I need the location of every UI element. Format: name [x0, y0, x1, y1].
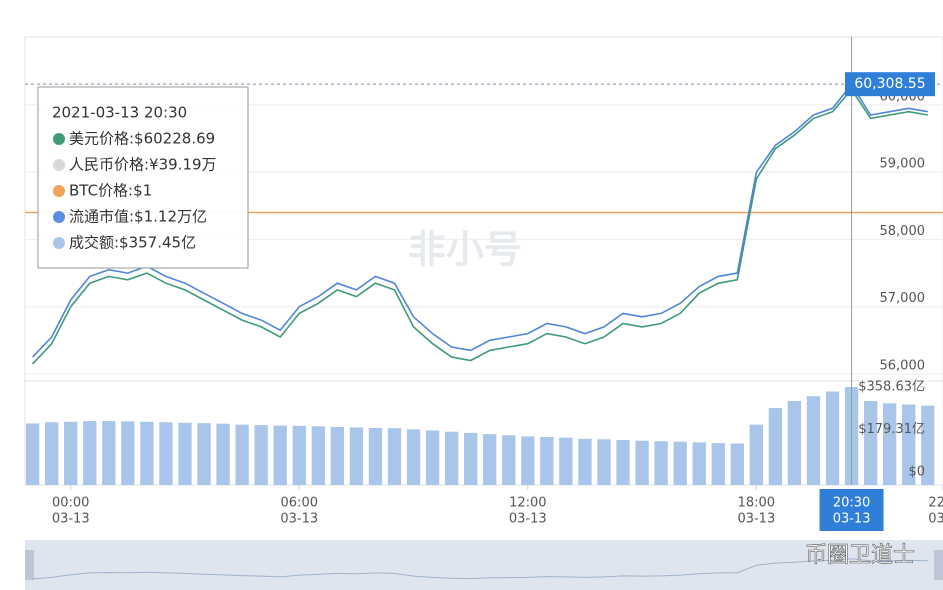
tooltip-item: 流通市值:$1.12万亿 — [69, 208, 207, 226]
watermark: 非小号 — [408, 228, 522, 272]
volume-bar — [806, 396, 821, 485]
volume-bar — [921, 405, 935, 485]
crosshair-label: 20:30 — [833, 496, 870, 511]
volume-bar — [64, 421, 78, 485]
tooltip-box — [37, 86, 249, 269]
volume-bar — [349, 427, 364, 485]
volume-bar — [425, 430, 440, 485]
volume-bar — [25, 423, 40, 485]
volume-bar — [825, 391, 840, 485]
watermark: 币圈卫道士 — [805, 543, 915, 568]
volume-bar — [273, 425, 287, 485]
y-tick-label: 59,000 — [880, 157, 926, 172]
volume-bar — [768, 408, 783, 485]
volume-bar — [235, 424, 249, 485]
navigator-handle[interactable] — [934, 550, 943, 580]
tooltip-dot — [53, 237, 65, 249]
x-tick-date: 03-13 — [280, 512, 318, 527]
tooltip-time: 2021-03-13 20:30 — [52, 104, 187, 122]
volume-bar — [540, 436, 554, 485]
y-tick-label: 56,000 — [880, 358, 926, 373]
volume-bar — [216, 423, 230, 485]
tooltip-item: 成交额:$357.45亿 — [69, 234, 196, 252]
navigator-handle[interactable] — [25, 550, 34, 580]
volume-bar — [311, 426, 325, 485]
price-line — [32, 83, 928, 358]
tooltip-dot — [53, 159, 65, 171]
x-tick-date: 03-13 — [737, 512, 775, 527]
crosshair-label: 03-13 — [833, 512, 871, 527]
last-price-box — [845, 72, 935, 97]
price-line — [32, 88, 928, 365]
volume-bar — [483, 434, 497, 485]
volume-bar — [254, 425, 268, 485]
volume-bar — [368, 427, 383, 485]
volume-tick-label: $179.31亿 — [858, 422, 925, 437]
y-tick-label: 58,000 — [880, 224, 926, 239]
volume-bar — [197, 423, 211, 485]
volume-bar — [102, 421, 116, 485]
volume-bar — [597, 439, 611, 485]
x-tick-label: 00:00 — [52, 496, 89, 511]
volume-bar — [787, 400, 802, 485]
x-tick-date: 03-1 — [928, 512, 943, 527]
last-price-label: 60,308.55 — [854, 76, 925, 92]
volume-bar — [406, 429, 421, 485]
volume-bar — [711, 443, 725, 485]
volume-tick-label: $0 — [908, 464, 925, 479]
volume-bar — [330, 426, 345, 485]
volume-bar — [521, 436, 535, 485]
volume-bar — [730, 443, 744, 485]
volume-bar — [635, 440, 649, 485]
volume-bar — [559, 437, 573, 485]
navigator-line — [32, 558, 928, 580]
volume-bar — [121, 421, 135, 485]
volume-bar — [387, 428, 402, 485]
volume-bar — [749, 424, 764, 485]
volume-bar — [654, 441, 668, 485]
volume-bar — [692, 442, 706, 485]
tooltip-item: 人民币价格:¥39.19万 — [69, 156, 217, 174]
y-tick-label: 57,000 — [880, 291, 926, 306]
volume-bar — [578, 438, 592, 485]
volume-tick-label: $358.63亿 — [858, 380, 925, 395]
volume-bar — [140, 421, 154, 485]
x-tick-date: 03-13 — [52, 512, 90, 527]
volume-bar — [673, 441, 687, 485]
x-tick-label: 22:5 — [928, 496, 943, 511]
volume-bar — [502, 435, 516, 485]
volume-bar — [902, 404, 916, 485]
tooltip: 2021-03-13 20:30 美元价格:$60228.69 人民币价格:¥39.… — [37, 86, 249, 269]
volume-bar — [444, 431, 459, 485]
tooltip-dot — [53, 211, 65, 223]
volume-bar — [178, 422, 192, 485]
crosshair-box — [819, 489, 884, 531]
volume-bar — [44, 422, 59, 485]
tooltip-item: BTC价格:$1 — [69, 182, 152, 200]
volume-bar — [464, 432, 478, 485]
volume-bar — [883, 403, 897, 485]
x-tick-label: 06:00 — [281, 496, 318, 511]
layers: 56,00057,00058,00059,00060,000$0$179.31亿… — [25, 37, 943, 580]
volume-bar — [292, 425, 306, 485]
tooltip-item: 美元价格:$60228.69 — [69, 130, 215, 148]
x-tick-label: 12:00 — [509, 496, 546, 511]
tooltip-dot — [53, 185, 65, 197]
x-tick-date: 03-13 — [509, 512, 547, 527]
x-tick-label: 18:00 — [738, 496, 775, 511]
tooltip-dot — [53, 133, 65, 145]
navigator[interactable] — [25, 540, 943, 590]
volume-bar — [159, 422, 173, 485]
volume-bar — [83, 421, 97, 485]
volume-bar — [616, 440, 630, 485]
volume-bar — [863, 400, 878, 485]
